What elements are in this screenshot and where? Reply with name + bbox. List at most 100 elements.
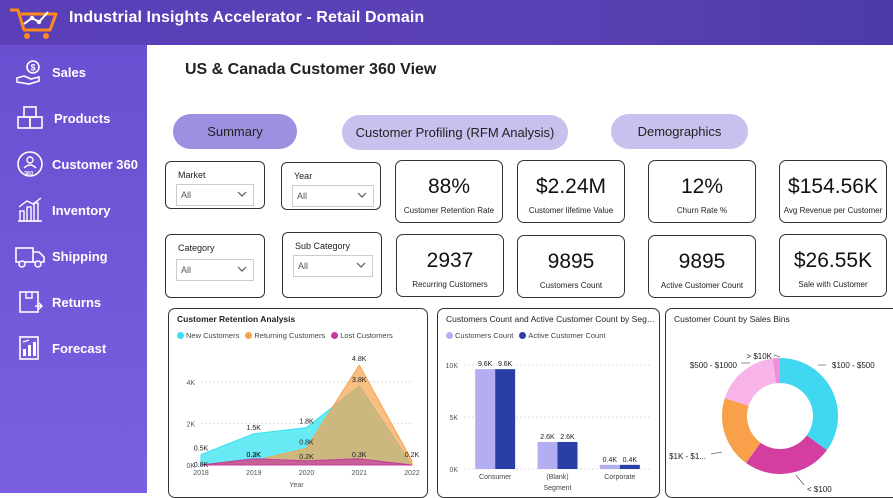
kpi-recurring-customers: 2937 Recurring Customers (396, 234, 504, 297)
year-select-value: All (297, 191, 308, 201)
sidebar-item-label: Returns (52, 294, 102, 310)
data-label: 0.4K (603, 457, 618, 464)
x-axis-title: Segment (543, 485, 571, 492)
customer-360-icon: 360 (12, 148, 48, 180)
sidebar-item-label: Products (54, 110, 111, 126)
legend-lost: Lost Customers (331, 331, 393, 340)
sidebar-item-inventory[interactable]: Inventory (0, 190, 147, 230)
data-label: 2.6K (540, 434, 555, 441)
data-label: 9.6K (478, 361, 493, 368)
sales-bins-donut-chart: $100 - $500 < $100 $1K - $1... $500 - $1000… (669, 352, 875, 494)
x-tick-label: Corporate (604, 474, 635, 481)
data-label: 0.2K (405, 452, 420, 459)
segment-bar-chart: 0K 5K 10K 9.6K 9.6K Consumer 2.6K 2.6K (Blank) 0.… (446, 361, 651, 492)
boxes-icon (12, 102, 48, 134)
kpi-label: Active Customer Count (660, 281, 744, 290)
return-box-icon (12, 286, 48, 318)
sales-bins-chart-panel: Customer Count by Sales Bins $100 - $500… (665, 308, 893, 498)
tab-summary[interactable]: Summary (173, 114, 297, 149)
category-select[interactable]: All (176, 259, 254, 281)
chevron-down-icon (237, 266, 247, 272)
data-label: 0.5K (194, 446, 209, 453)
data-label: 2.6K (560, 434, 575, 441)
y-tick-label: 0K (186, 463, 195, 470)
data-label: 9.6K (498, 361, 513, 368)
segment-legend: Customers Count Active Customer Count (446, 331, 605, 340)
kpi-value: 9895 (678, 250, 726, 273)
kpi-customers-count: 9895 Customers Count (517, 235, 625, 298)
label-leader-line (710, 451, 723, 455)
slice-label: > $10K (746, 352, 772, 361)
data-label: 0.3K (352, 452, 367, 459)
retention-area-chart: 0K2K4K0.5K1.5K1.8K3.8K0.2K0.8K4.8K0.2K0.… (186, 356, 420, 489)
category-filter-label: Category (178, 243, 215, 253)
sidebar-item-shipping[interactable]: Shipping (0, 236, 147, 276)
chevron-down-icon (356, 262, 366, 268)
legend-customers: Customers Count (446, 331, 513, 340)
year-select[interactable]: All (292, 185, 374, 207)
data-label: 4.8K (352, 356, 367, 363)
app-title: Industrial Insights Accelerator - Retail… (69, 9, 425, 26)
data-label: 0.3K (247, 452, 262, 459)
x-tick-label: 2022 (404, 470, 420, 477)
sidebar-item-forecast[interactable]: Forecast (0, 328, 147, 368)
legend-active: Active Customer Count (519, 331, 605, 340)
kpi-retention-rate: 88% Customer Retention Rate (395, 160, 503, 223)
year-filter: Year All (281, 162, 381, 210)
area-lost-customers (200, 458, 413, 466)
bar-customers-count (475, 369, 496, 469)
segment-chart-panel: Customers Count and Active Customer Coun… (437, 308, 660, 498)
subcategory-filter: Sub Category All (282, 232, 382, 298)
money-hand-icon: $ (12, 56, 48, 88)
slice-label: $500 - $1000 (690, 361, 738, 370)
sidebar-item-label: Sales (52, 64, 86, 80)
data-label: 0.0K (194, 462, 209, 469)
sidebar-item-label: Shipping (52, 248, 108, 264)
kpi-label: Customer lifetime Value (528, 206, 614, 215)
sidebar-item-label: Customer 360 (52, 156, 138, 172)
tab-demographics[interactable]: Demographics (611, 114, 748, 149)
data-label: 0.2K (299, 454, 314, 461)
market-select[interactable]: All (176, 184, 254, 206)
forecast-icon (12, 332, 48, 364)
x-tick-label: 2018 (193, 470, 209, 477)
x-tick-label: (Blank) (546, 474, 568, 481)
category-select-value: All (181, 265, 192, 275)
kpi-avg-revenue: $154.56K Avg Revenue per Customer (779, 160, 887, 223)
label-leader-line (795, 474, 805, 486)
retention-legend: New Customers Returning Customers Lost C… (177, 331, 393, 340)
bar-active-customer-count (619, 464, 640, 469)
category-filter: Category All (165, 234, 265, 298)
shopping-cart-logo-icon (10, 8, 58, 39)
sidebar-item-customer-360[interactable]: 360 Customer 360 (0, 144, 147, 184)
x-tick-label: 2019 (246, 470, 262, 477)
retention-chart-panel: Customer Retention Analysis New Customer… (168, 308, 428, 498)
y-tick-label: 10K (446, 363, 459, 370)
truck-icon (12, 240, 48, 272)
label-leader-line (773, 354, 781, 358)
kpi-sale-with-customer: $26.55K Sale with Customer (779, 234, 887, 297)
chevron-down-icon (237, 191, 247, 197)
kpi-active-customers: 9895 Active Customer Count (648, 235, 756, 298)
kpi-value: $26.55K (793, 249, 873, 272)
kpi-value: $2.24M (535, 175, 607, 198)
subcategory-select-value: All (298, 261, 309, 271)
donut-slice (745, 435, 827, 474)
tab-rfm-analysis[interactable]: Customer Profiling (RFM Analysis) (342, 115, 568, 150)
data-label: 1.8K (299, 419, 314, 426)
sidebar-item-sales[interactable]: $ Sales (0, 52, 147, 92)
kpi-churn-rate: 12% Churn Rate % (648, 160, 756, 223)
kpi-value: 9895 (547, 250, 595, 273)
sidebar-item-returns[interactable]: Returns (0, 282, 147, 322)
chart-title: Customer Count by Sales Bins (674, 314, 790, 324)
donut-slice (722, 398, 761, 463)
page-title: US & Canada Customer 360 View (185, 61, 437, 78)
subcategory-select[interactable]: All (293, 255, 373, 277)
sidebar-item-label: Forecast (52, 340, 107, 356)
donut-slice (772, 358, 780, 384)
sidebar-item-products[interactable]: Products (0, 98, 147, 138)
bar-active-customer-count (495, 369, 516, 469)
chevron-down-icon (357, 192, 367, 198)
kpi-value: 2937 (426, 249, 474, 272)
y-tick-label: 4K (186, 380, 195, 387)
